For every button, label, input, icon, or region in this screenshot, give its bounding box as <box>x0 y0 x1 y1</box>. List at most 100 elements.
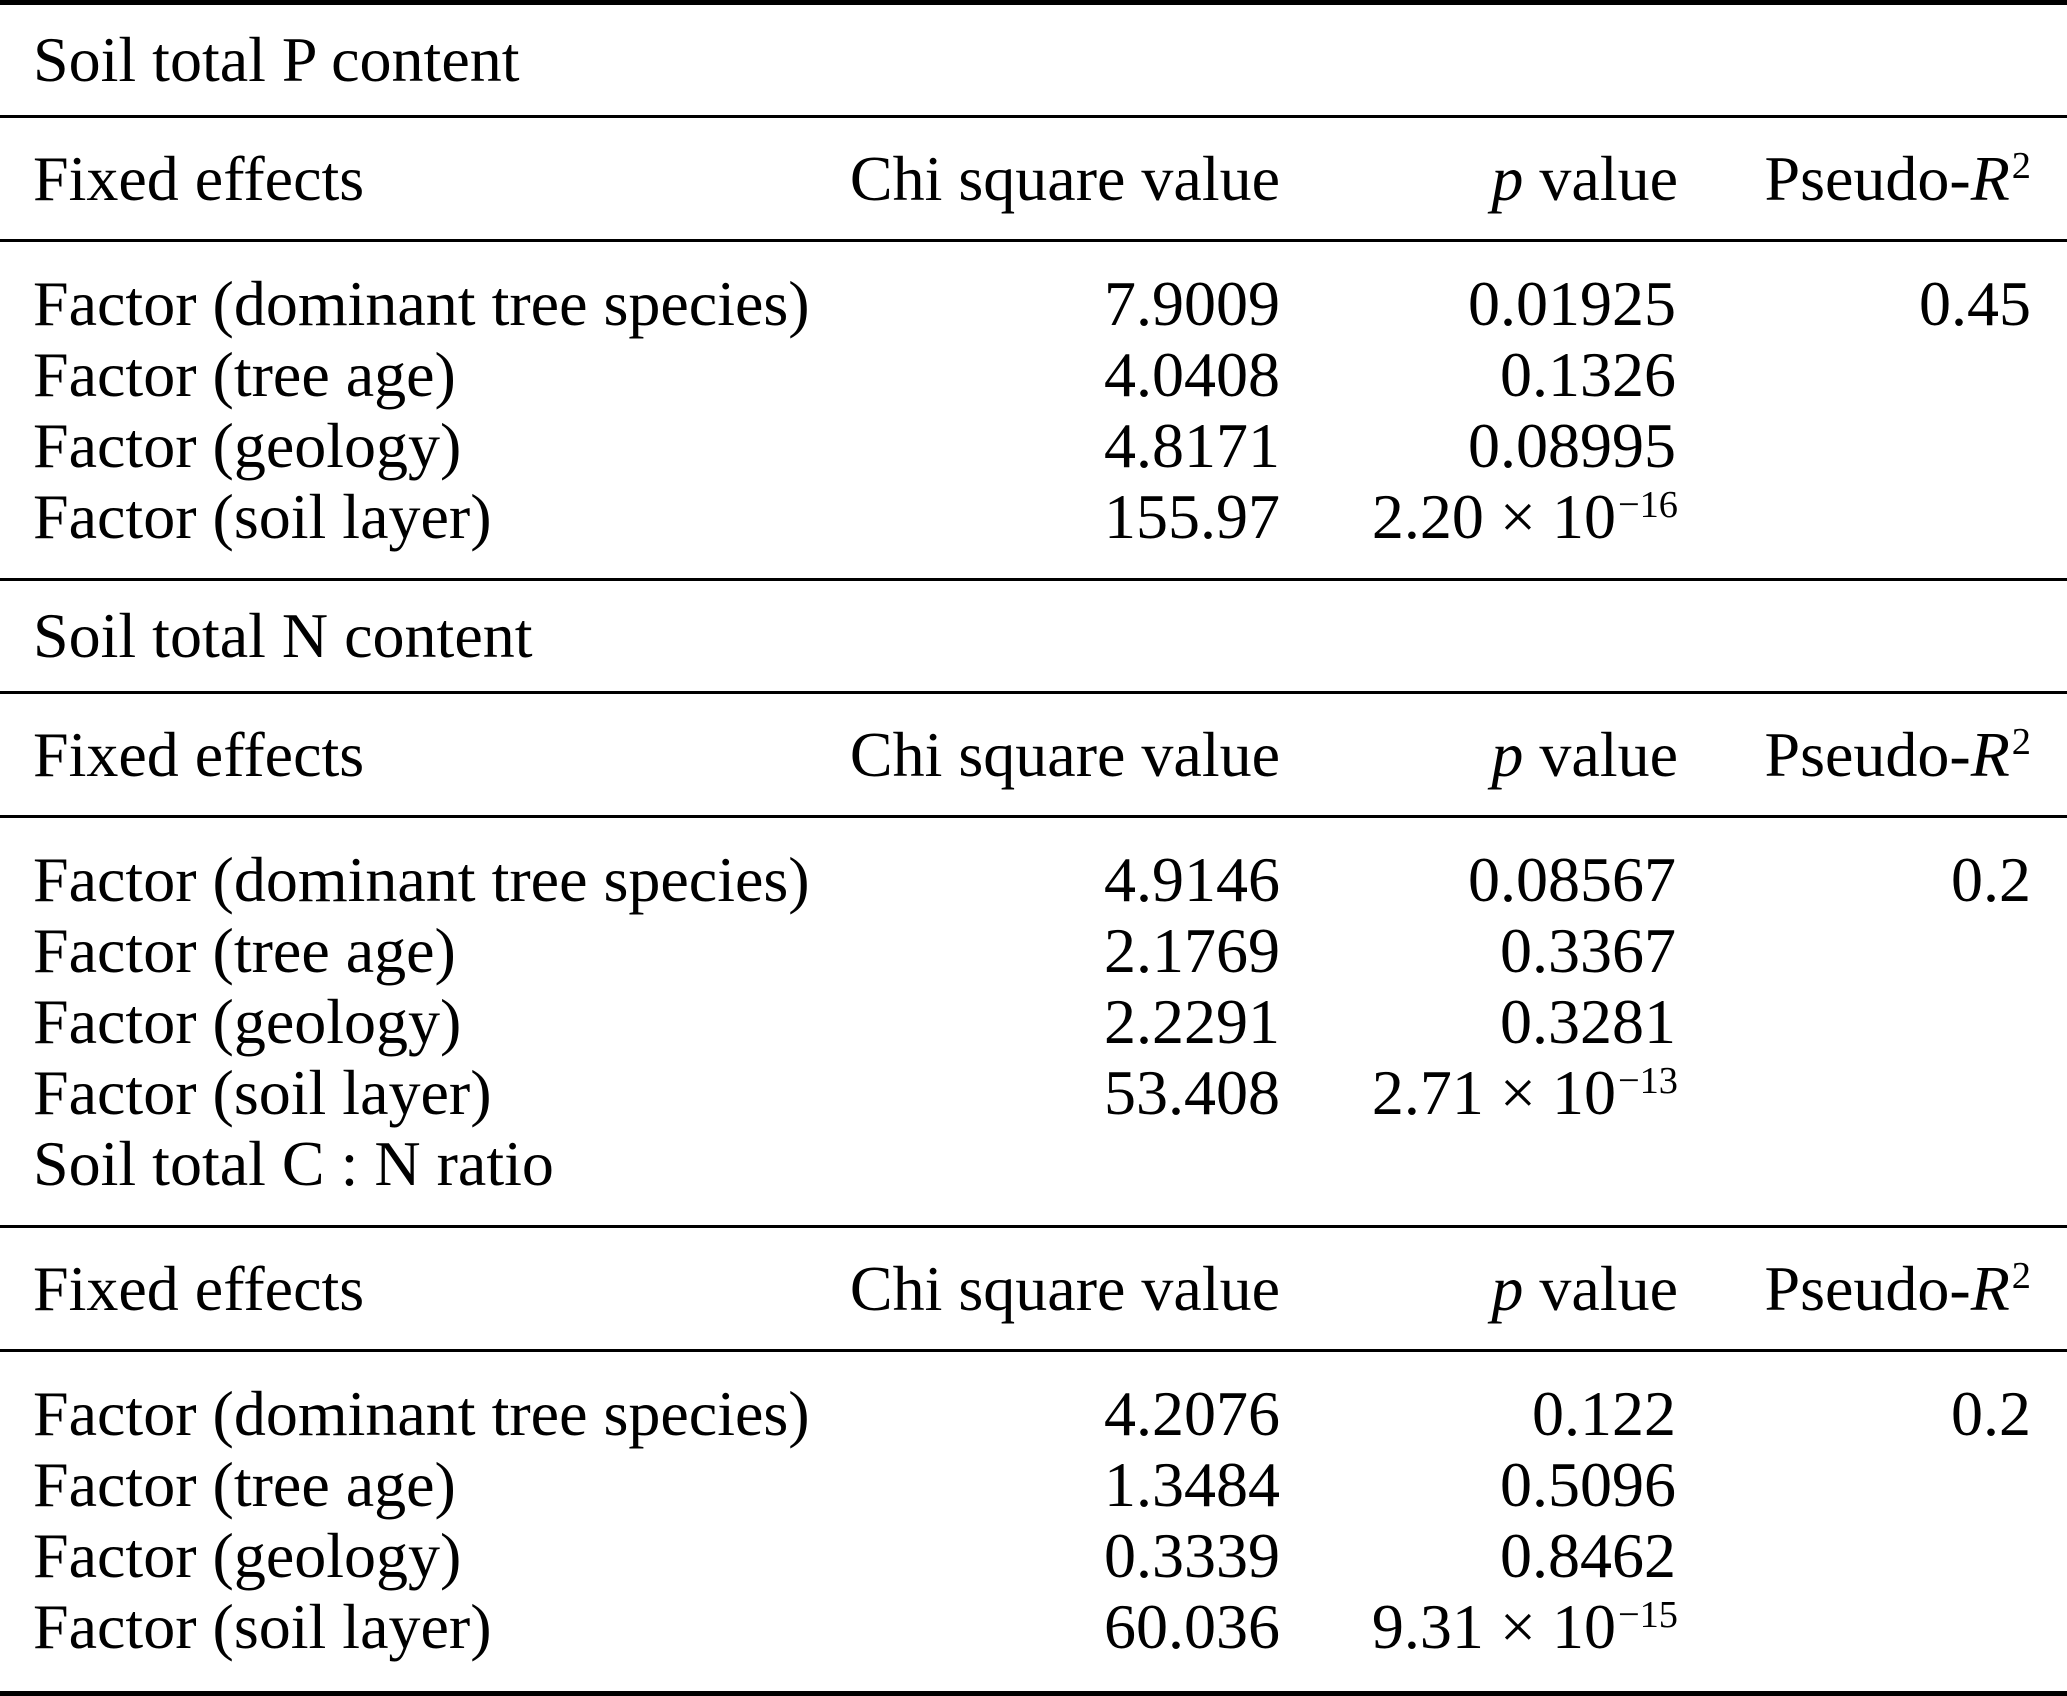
p-symbol: p <box>1491 142 1524 214</box>
rule-divider <box>0 578 2067 581</box>
section-title-row: Soil total P content <box>0 5 2067 115</box>
table-row: Factor (tree age) 2.1769 0.3367 <box>0 915 2067 986</box>
chi-square-cell: 7.9009 <box>1104 268 1280 339</box>
p-exponent: −13 <box>1617 1059 1678 1102</box>
pseudo-r2-cell: 0.2 <box>1951 844 2031 915</box>
table-row: Factor (geology) 0.3339 0.8462 <box>0 1520 2067 1591</box>
r2-exponent: 2 <box>2011 145 2031 188</box>
chi-square-cell: 155.97 <box>1104 481 1280 552</box>
section-title: Soil total P content <box>33 24 520 95</box>
pseudo-r2-cell: 0.2 <box>1951 1378 2031 1449</box>
table-row: Factor (geology) 4.8171 0.08995 <box>0 410 2067 481</box>
p-exponent: −16 <box>1617 483 1678 526</box>
section-body: Factor (dominant tree species) 7.9009 0.… <box>0 242 2067 578</box>
p-value-cell: 0.122 <box>1532 1378 1676 1449</box>
factor-cell: Factor (soil layer) <box>33 481 492 552</box>
pseudo-prefix: Pseudo- <box>1764 718 1971 790</box>
factor-cell: Factor (soil layer) <box>33 1591 492 1662</box>
column-header-chi-square: Chi square value <box>849 718 1280 790</box>
table-row: Factor (soil layer) 53.408 2.71 × 10−13 <box>0 1057 2067 1128</box>
chi-square-cell: 4.0408 <box>1104 339 1280 410</box>
table-row: Factor (dominant tree species) 4.2076 0.… <box>0 1378 2067 1449</box>
factor-cell: Factor (dominant tree species) <box>33 1378 810 1449</box>
column-header-row: Fixed effects Chi square value p value P… <box>0 118 2067 239</box>
section-title-row: Soil total N content <box>0 581 2067 691</box>
r-symbol: R <box>1970 1252 2010 1324</box>
embedded-section-title-row: Soil total C : N ratio <box>0 1128 2067 1199</box>
factor-cell: Factor (geology) <box>33 1520 462 1591</box>
r-symbol: R <box>1970 142 2010 214</box>
column-header-row: Fixed effects Chi square value p value P… <box>0 694 2067 815</box>
section-body: Factor (dominant tree species) 4.2076 0.… <box>0 1352 2067 1688</box>
pseudo-r2-cell <box>1678 481 2067 552</box>
pseudo-r2-cell <box>1678 1449 2067 1520</box>
table-row: Factor (dominant tree species) 4.9146 0.… <box>0 844 2067 915</box>
section-body: Factor (dominant tree species) 4.9146 0.… <box>0 818 2067 1225</box>
p-value-cell: 0.3281 <box>1500 986 1676 1057</box>
factor-cell: Factor (tree age) <box>33 339 456 410</box>
pseudo-r2-cell <box>1678 1591 2067 1662</box>
column-header-p-value: p value <box>1280 142 1678 216</box>
column-header-p-value: p value <box>1280 1252 1678 1326</box>
factor-cell: Factor (dominant tree species) <box>33 844 810 915</box>
chi-square-cell: 60.036 <box>1104 1591 1280 1662</box>
r-symbol: R <box>1970 718 2010 790</box>
column-header-chi-square: Chi square value <box>849 142 1280 214</box>
column-header-chi-square: Chi square value <box>849 1252 1280 1324</box>
p-value-cell: 0.3367 <box>1500 915 1676 986</box>
column-header-pseudo-r2: Pseudo-R2 <box>1678 142 2067 216</box>
factor-cell: Factor (geology) <box>33 410 462 481</box>
chi-square-cell: 1.3484 <box>1104 1449 1280 1520</box>
table-row: Factor (soil layer) 60.036 9.31 × 10−15 <box>0 1591 2067 1662</box>
rule-divider <box>0 691 2067 694</box>
r2-exponent: 2 <box>2011 721 2031 764</box>
pseudo-prefix: Pseudo- <box>1764 142 1971 214</box>
p-value-cell: 9.31 × 10−15 <box>1371 1591 1678 1662</box>
column-header-fixed-effects: Fixed effects <box>33 718 365 790</box>
section-title: Soil total C : N ratio <box>33 1128 554 1199</box>
chi-square-cell: 4.2076 <box>1104 1378 1280 1449</box>
pseudo-r2-cell: 0.45 <box>1919 268 2031 339</box>
column-header-fixed-effects: Fixed effects <box>33 1252 365 1324</box>
rule-bottom <box>0 1691 2067 1696</box>
chi-square-cell: 4.8171 <box>1104 410 1280 481</box>
p-value-cell: 0.5096 <box>1500 1449 1676 1520</box>
factor-cell: Factor (tree age) <box>33 1449 456 1520</box>
pseudo-r2-cell <box>1678 1057 2067 1128</box>
column-header-pseudo-r2: Pseudo-R2 <box>1678 1252 2067 1326</box>
table-row: Factor (soil layer) 155.97 2.20 × 10−16 <box>0 481 2067 552</box>
pseudo-r2-cell <box>1678 915 2067 986</box>
p-value-label: value <box>1523 718 1678 790</box>
factor-cell: Factor (soil layer) <box>33 1057 492 1128</box>
table-row: Factor (geology) 2.2291 0.3281 <box>0 986 2067 1057</box>
rule-divider <box>0 1225 2067 1228</box>
p-value-cell: 0.08995 <box>1468 410 1676 481</box>
p-value-cell: 0.8462 <box>1500 1520 1676 1591</box>
table-row: Factor (tree age) 1.3484 0.5096 <box>0 1449 2067 1520</box>
p-value-cell: 2.20 × 10−16 <box>1371 481 1678 552</box>
factor-cell: Factor (geology) <box>33 986 462 1057</box>
p-value-cell: 2.71 × 10−13 <box>1371 1057 1678 1128</box>
rule-divider <box>0 115 2067 118</box>
chi-square-cell: 2.1769 <box>1104 915 1280 986</box>
column-header-pseudo-r2: Pseudo-R2 <box>1678 718 2067 792</box>
p-value-label: value <box>1523 1252 1678 1324</box>
rule-top <box>0 0 2067 5</box>
chi-square-cell: 2.2291 <box>1104 986 1280 1057</box>
p-exponent: −15 <box>1617 1593 1678 1636</box>
pseudo-r2-cell <box>1678 339 2067 410</box>
pseudo-r2-cell <box>1678 1520 2067 1591</box>
table-row: Factor (tree age) 4.0408 0.1326 <box>0 339 2067 410</box>
column-header-fixed-effects: Fixed effects <box>33 142 365 214</box>
rule-divider <box>0 239 2067 242</box>
p-value-label: value <box>1523 142 1678 214</box>
factor-cell: Factor (tree age) <box>33 915 456 986</box>
p-value-cell: 0.1326 <box>1500 339 1676 410</box>
rule-divider <box>0 1349 2067 1352</box>
table-row: Factor (dominant tree species) 7.9009 0.… <box>0 268 2067 339</box>
column-header-p-value: p value <box>1280 718 1678 792</box>
pseudo-prefix: Pseudo- <box>1764 1252 1971 1324</box>
chi-square-cell: 4.9146 <box>1104 844 1280 915</box>
pseudo-r2-cell <box>1678 986 2067 1057</box>
